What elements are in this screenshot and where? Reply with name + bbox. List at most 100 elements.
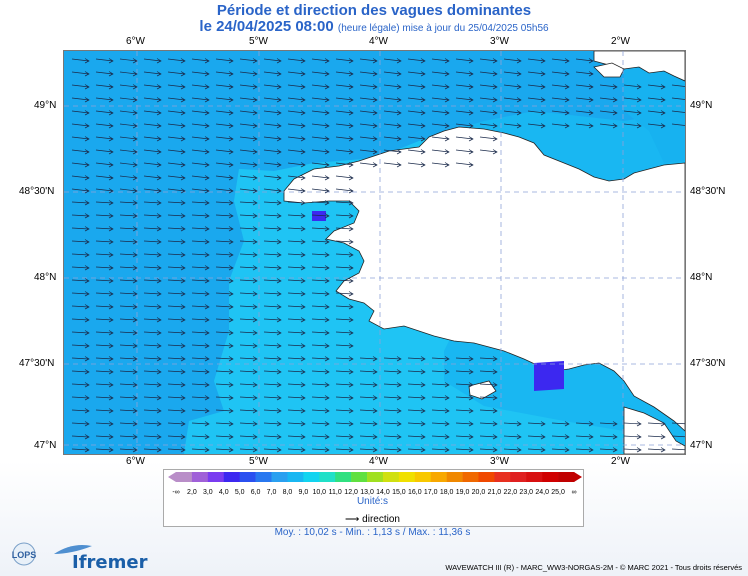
wave-arrow — [143, 447, 162, 453]
wave-arrow — [407, 356, 426, 362]
wave-arrow — [215, 382, 234, 388]
wave-arrow — [623, 84, 642, 90]
wave-arrow — [407, 382, 426, 388]
map-area[interactable] — [63, 50, 686, 455]
wave-arrow — [359, 447, 378, 453]
wave-arrow — [287, 408, 306, 414]
wave-arrow — [623, 97, 642, 103]
wave-arrow — [575, 447, 594, 453]
lon-label-top: 2°W — [611, 36, 630, 47]
wave-arrow — [287, 188, 306, 194]
wave-arrow — [407, 136, 426, 142]
wave-arrow — [167, 317, 186, 323]
wave-arrow — [335, 97, 354, 103]
wave-arrow — [95, 71, 114, 77]
wave-arrow — [191, 123, 210, 129]
wave-arrow — [143, 330, 162, 336]
colorbar-tick-label: 14,0 — [376, 489, 390, 496]
colorbar-cap — [574, 472, 582, 482]
wave-arrow — [311, 434, 330, 440]
wave-arrow — [479, 369, 498, 375]
wave-arrow — [263, 136, 282, 142]
wave-arrow — [335, 136, 354, 142]
wave-arrow — [335, 304, 354, 310]
wave-arrow — [215, 356, 234, 362]
colorbar-swatch — [191, 472, 209, 482]
colorbar-tick-label: 4,0 — [219, 489, 229, 496]
wave-arrow — [191, 395, 210, 401]
wave-arrow — [239, 369, 258, 375]
wave-arrow — [335, 382, 354, 388]
wave-arrow — [143, 408, 162, 414]
wave-arrow — [119, 149, 138, 155]
wave-arrow — [311, 265, 330, 271]
wave-arrow — [143, 97, 162, 103]
wave-arrow — [191, 149, 210, 155]
wave-arrow — [311, 447, 330, 453]
wave-arrow — [191, 110, 210, 116]
wave-arrow — [167, 395, 186, 401]
wave-arrow — [239, 149, 258, 155]
wave-arrow — [359, 84, 378, 90]
colorbar-swatch — [558, 472, 575, 482]
wave-arrow — [599, 447, 618, 453]
wave-arrow — [311, 239, 330, 245]
wave-arrow — [383, 434, 402, 440]
colorbar-tick-label: 15,0 — [392, 489, 406, 496]
wave-arrow — [479, 58, 498, 64]
wave-arrow — [311, 395, 330, 401]
wave-arrow — [383, 71, 402, 77]
wave-arrow — [215, 395, 234, 401]
wave-arrow — [551, 434, 570, 440]
lat-label-right: 48°N — [690, 272, 713, 283]
wave-arrow — [71, 110, 90, 116]
wave-arrow — [191, 226, 210, 232]
wave-arrow — [215, 136, 234, 142]
wave-arrow — [287, 149, 306, 155]
wave-arrow — [551, 84, 570, 90]
wave-arrow — [191, 356, 210, 362]
wave-arrow — [119, 239, 138, 245]
wave-arrow — [167, 226, 186, 232]
wave-arrow — [239, 84, 258, 90]
wave-arrow — [263, 175, 282, 181]
wave-arrow — [239, 188, 258, 194]
offshore-zone — [624, 51, 685, 163]
wave-arrow — [479, 434, 498, 440]
wave-arrow — [479, 382, 498, 388]
wave-arrow — [143, 175, 162, 181]
wave-arrow — [575, 71, 594, 77]
wave-arrow — [71, 304, 90, 310]
wave-arrow — [167, 356, 186, 362]
wave-arrow — [191, 252, 210, 258]
wave-arrow — [263, 330, 282, 336]
high-period-patch — [534, 361, 564, 391]
wave-arrow — [167, 278, 186, 284]
wave-arrow — [479, 71, 498, 77]
wave-arrow — [455, 162, 474, 168]
wave-arrow — [479, 123, 498, 129]
wave-arrow — [215, 71, 234, 77]
colorbar-tick-label: 21,0 — [488, 489, 502, 496]
wave-arrow — [215, 110, 234, 116]
wave-arrow — [191, 278, 210, 284]
wave-arrow — [287, 265, 306, 271]
wave-arrow — [383, 110, 402, 116]
wave-arrow — [71, 330, 90, 336]
wave-arrow — [71, 188, 90, 194]
wave-arrow — [287, 304, 306, 310]
wave-arrow — [143, 84, 162, 90]
wave-arrow — [287, 395, 306, 401]
colorbar-tick-label: 9,0 — [298, 489, 308, 496]
wave-arrow — [119, 188, 138, 194]
wave-arrow — [287, 291, 306, 297]
wave-arrow — [143, 265, 162, 271]
wave-arrow — [95, 265, 114, 271]
wave-arrow — [479, 447, 498, 453]
wave-arrow — [119, 343, 138, 349]
wave-arrow — [287, 123, 306, 129]
wave-arrow — [407, 447, 426, 453]
wave-arrow — [623, 110, 642, 116]
wave-arrow — [71, 408, 90, 414]
wave-arrow — [431, 123, 450, 129]
